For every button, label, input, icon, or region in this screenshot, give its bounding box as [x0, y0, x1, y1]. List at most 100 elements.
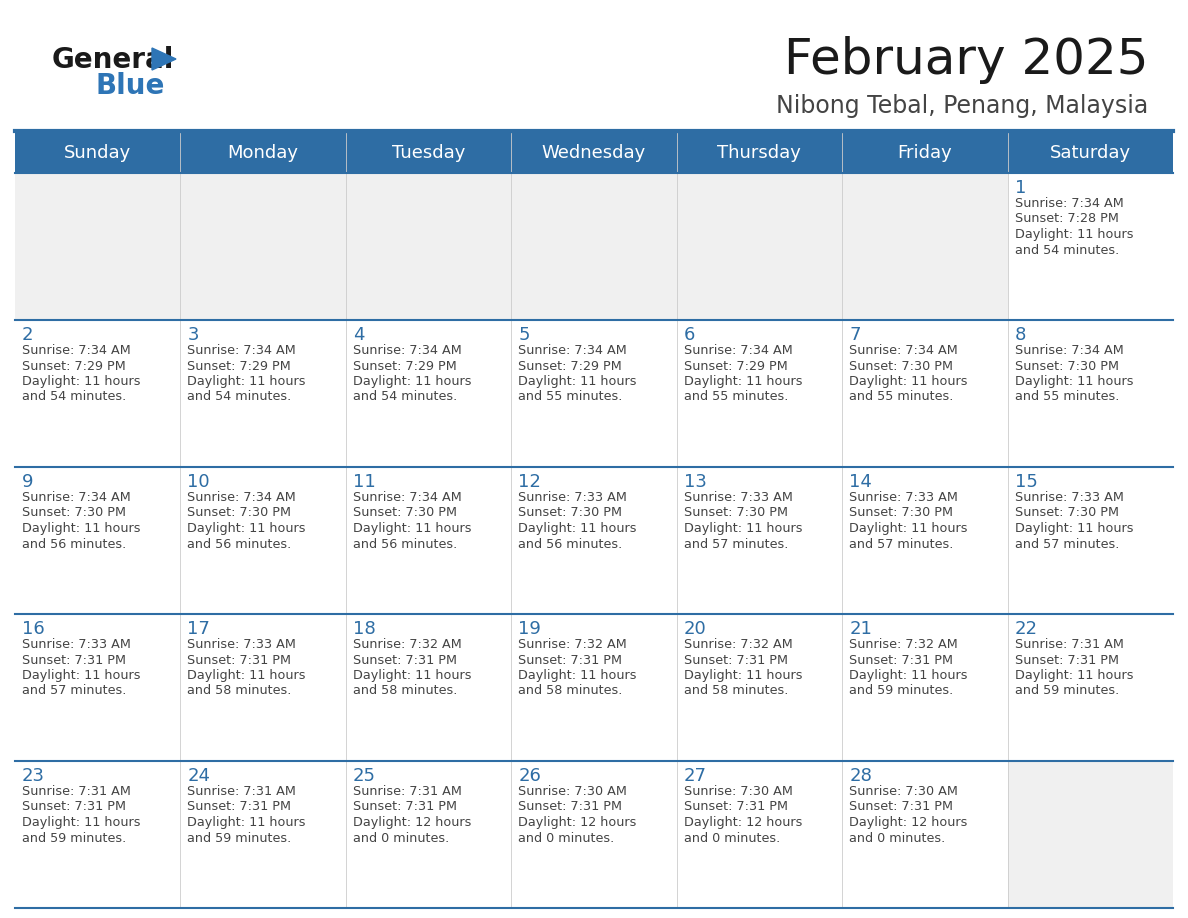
- Text: Daylight: 11 hours: Daylight: 11 hours: [353, 669, 472, 682]
- Bar: [677, 320, 842, 467]
- Text: Sunrise: 7:31 AM: Sunrise: 7:31 AM: [188, 785, 296, 798]
- Text: Daylight: 11 hours: Daylight: 11 hours: [1015, 375, 1133, 388]
- Text: 10: 10: [188, 473, 210, 491]
- Bar: [15, 467, 181, 614]
- Text: Sunset: 7:29 PM: Sunset: 7:29 PM: [518, 360, 623, 373]
- Text: Wednesday: Wednesday: [542, 144, 646, 162]
- Text: Sunrise: 7:30 AM: Sunrise: 7:30 AM: [518, 785, 627, 798]
- Text: Daylight: 11 hours: Daylight: 11 hours: [518, 522, 637, 535]
- Bar: [677, 614, 842, 761]
- Text: Sunset: 7:30 PM: Sunset: 7:30 PM: [849, 360, 953, 373]
- Text: Daylight: 11 hours: Daylight: 11 hours: [849, 522, 968, 535]
- Text: and 54 minutes.: and 54 minutes.: [188, 390, 292, 404]
- Text: Blue: Blue: [95, 72, 164, 100]
- Text: Thursday: Thursday: [718, 144, 802, 162]
- Text: Sunrise: 7:32 AM: Sunrise: 7:32 AM: [353, 638, 462, 651]
- Text: Daylight: 11 hours: Daylight: 11 hours: [1015, 228, 1133, 241]
- Text: Daylight: 11 hours: Daylight: 11 hours: [188, 375, 307, 388]
- Text: General: General: [52, 46, 175, 74]
- Text: Daylight: 11 hours: Daylight: 11 hours: [188, 522, 307, 535]
- Polygon shape: [152, 48, 176, 70]
- Text: and 58 minutes.: and 58 minutes.: [353, 685, 457, 698]
- Text: Sunrise: 7:32 AM: Sunrise: 7:32 AM: [684, 638, 792, 651]
- Text: 4: 4: [353, 326, 365, 344]
- Text: Sunset: 7:30 PM: Sunset: 7:30 PM: [353, 507, 457, 520]
- Text: 19: 19: [518, 620, 542, 638]
- Bar: [15, 761, 181, 908]
- Bar: [15, 614, 181, 761]
- Text: Sunrise: 7:34 AM: Sunrise: 7:34 AM: [188, 344, 296, 357]
- Text: 9: 9: [23, 473, 33, 491]
- Bar: [842, 320, 1007, 467]
- Text: Daylight: 11 hours: Daylight: 11 hours: [353, 522, 472, 535]
- Text: Sunrise: 7:31 AM: Sunrise: 7:31 AM: [353, 785, 462, 798]
- Text: and 55 minutes.: and 55 minutes.: [684, 390, 788, 404]
- Bar: [181, 614, 346, 761]
- Text: Daylight: 11 hours: Daylight: 11 hours: [518, 669, 637, 682]
- Text: Sunset: 7:31 PM: Sunset: 7:31 PM: [23, 654, 126, 666]
- Text: Sunset: 7:31 PM: Sunset: 7:31 PM: [353, 800, 457, 813]
- Text: Sunset: 7:30 PM: Sunset: 7:30 PM: [849, 507, 953, 520]
- Bar: [677, 761, 842, 908]
- Bar: [511, 467, 677, 614]
- Text: Sunrise: 7:33 AM: Sunrise: 7:33 AM: [23, 638, 131, 651]
- Bar: [677, 467, 842, 614]
- Text: Sunset: 7:29 PM: Sunset: 7:29 PM: [353, 360, 456, 373]
- Text: and 57 minutes.: and 57 minutes.: [849, 538, 954, 551]
- Text: Sunset: 7:30 PM: Sunset: 7:30 PM: [1015, 360, 1119, 373]
- Text: 3: 3: [188, 326, 198, 344]
- Text: and 56 minutes.: and 56 minutes.: [23, 538, 126, 551]
- Text: Sunrise: 7:34 AM: Sunrise: 7:34 AM: [353, 491, 462, 504]
- Bar: [842, 173, 1007, 320]
- Text: Sunrise: 7:34 AM: Sunrise: 7:34 AM: [353, 344, 462, 357]
- Text: Sunrise: 7:33 AM: Sunrise: 7:33 AM: [518, 491, 627, 504]
- Text: Sunrise: 7:32 AM: Sunrise: 7:32 AM: [849, 638, 958, 651]
- Text: Sunset: 7:31 PM: Sunset: 7:31 PM: [684, 654, 788, 666]
- Text: and 57 minutes.: and 57 minutes.: [23, 685, 126, 698]
- Text: Daylight: 11 hours: Daylight: 11 hours: [684, 669, 802, 682]
- Text: Sunrise: 7:34 AM: Sunrise: 7:34 AM: [188, 491, 296, 504]
- Bar: [842, 614, 1007, 761]
- Text: and 0 minutes.: and 0 minutes.: [849, 832, 946, 845]
- Text: 28: 28: [849, 767, 872, 785]
- Text: and 54 minutes.: and 54 minutes.: [1015, 243, 1119, 256]
- Text: 23: 23: [23, 767, 45, 785]
- Text: Sunday: Sunday: [64, 144, 132, 162]
- Text: 12: 12: [518, 473, 542, 491]
- Text: Sunrise: 7:30 AM: Sunrise: 7:30 AM: [684, 785, 792, 798]
- Text: Sunset: 7:31 PM: Sunset: 7:31 PM: [684, 800, 788, 813]
- Text: 21: 21: [849, 620, 872, 638]
- Text: and 54 minutes.: and 54 minutes.: [353, 390, 457, 404]
- Text: 13: 13: [684, 473, 707, 491]
- Text: Monday: Monday: [228, 144, 298, 162]
- Text: Daylight: 11 hours: Daylight: 11 hours: [1015, 669, 1133, 682]
- Text: Daylight: 11 hours: Daylight: 11 hours: [188, 816, 307, 829]
- Bar: [1007, 467, 1173, 614]
- Text: Sunset: 7:30 PM: Sunset: 7:30 PM: [1015, 507, 1119, 520]
- Text: and 54 minutes.: and 54 minutes.: [23, 390, 126, 404]
- Text: Daylight: 12 hours: Daylight: 12 hours: [518, 816, 637, 829]
- Text: Nibong Tebal, Penang, Malaysia: Nibong Tebal, Penang, Malaysia: [776, 94, 1148, 118]
- Text: Sunrise: 7:33 AM: Sunrise: 7:33 AM: [1015, 491, 1124, 504]
- Text: and 56 minutes.: and 56 minutes.: [518, 538, 623, 551]
- Text: and 58 minutes.: and 58 minutes.: [518, 685, 623, 698]
- Text: Sunrise: 7:33 AM: Sunrise: 7:33 AM: [684, 491, 792, 504]
- Text: and 58 minutes.: and 58 minutes.: [188, 685, 292, 698]
- Bar: [1007, 173, 1173, 320]
- Text: Sunset: 7:28 PM: Sunset: 7:28 PM: [1015, 212, 1118, 226]
- Text: Sunset: 7:31 PM: Sunset: 7:31 PM: [188, 654, 291, 666]
- Text: Sunrise: 7:31 AM: Sunrise: 7:31 AM: [23, 785, 131, 798]
- Text: Sunrise: 7:34 AM: Sunrise: 7:34 AM: [849, 344, 958, 357]
- Text: Sunrise: 7:34 AM: Sunrise: 7:34 AM: [23, 491, 131, 504]
- Text: 2: 2: [23, 326, 33, 344]
- Text: Sunrise: 7:34 AM: Sunrise: 7:34 AM: [1015, 197, 1124, 210]
- Bar: [1007, 320, 1173, 467]
- Text: Daylight: 11 hours: Daylight: 11 hours: [1015, 522, 1133, 535]
- Text: 27: 27: [684, 767, 707, 785]
- Text: and 59 minutes.: and 59 minutes.: [23, 832, 126, 845]
- Text: Sunset: 7:31 PM: Sunset: 7:31 PM: [849, 654, 953, 666]
- Text: and 59 minutes.: and 59 minutes.: [1015, 685, 1119, 698]
- Text: Daylight: 11 hours: Daylight: 11 hours: [23, 669, 140, 682]
- Bar: [346, 761, 511, 908]
- Text: Sunrise: 7:34 AM: Sunrise: 7:34 AM: [518, 344, 627, 357]
